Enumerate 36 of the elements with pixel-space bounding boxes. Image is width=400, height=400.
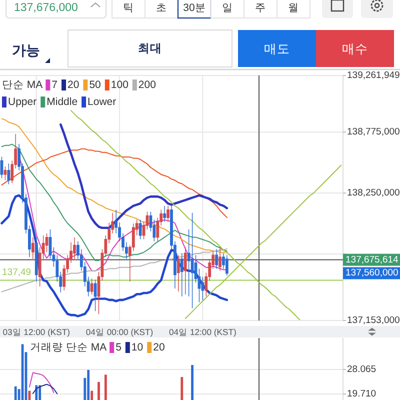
legend-label: 100 [110, 79, 129, 91]
legend-label: Middle [46, 96, 78, 108]
y-tick-label: 139,261,949 [347, 70, 400, 81]
legend-label: 20 [153, 342, 165, 354]
text: 월 [288, 2, 299, 14]
legend-label: 50 [89, 79, 102, 91]
legend-label: Lower [88, 96, 117, 108]
text: 가능 [12, 42, 40, 58]
legend-label: 200 [138, 79, 156, 91]
x-tick-label: 03일 12:00 (KST) [2, 326, 70, 337]
y-tick-label: 138,250,000 [347, 188, 400, 199]
text: 137,676,000 [14, 2, 78, 14]
legend-label: 7 [52, 79, 58, 91]
x-tick-label: 04일 12:00 (KST) [169, 326, 236, 337]
legend-label: 5 [116, 342, 122, 354]
y-tick-label: 28.065 [347, 364, 376, 375]
annotation: 137,49 [2, 267, 32, 278]
text: 일 [222, 2, 233, 14]
text: 매도 [264, 42, 290, 56]
text: 주 [255, 2, 266, 14]
y-tick-label: 137,153,000 [347, 315, 400, 326]
ref-line-label: 137,675,614 [346, 254, 398, 266]
text: 매수 [342, 42, 368, 56]
text: 초 [156, 2, 167, 14]
legend-title: 거래량 단순 MA [30, 342, 107, 354]
legend-label: 10 [131, 342, 144, 354]
legend-label: 20 [68, 79, 80, 91]
y-tick-label: 19.710 [347, 388, 376, 400]
y-tick-label: 138,775,000 [347, 126, 400, 138]
legend-label: Upper [8, 96, 38, 108]
text: 30분 [183, 2, 206, 14]
text: 최대 [138, 42, 162, 55]
legend-title: 단순 MA [2, 79, 43, 91]
text: 틱 [123, 2, 134, 14]
x-tick-label: 04일 00:00 (KST) [86, 326, 154, 337]
text: 137,560,000 [346, 268, 398, 279]
